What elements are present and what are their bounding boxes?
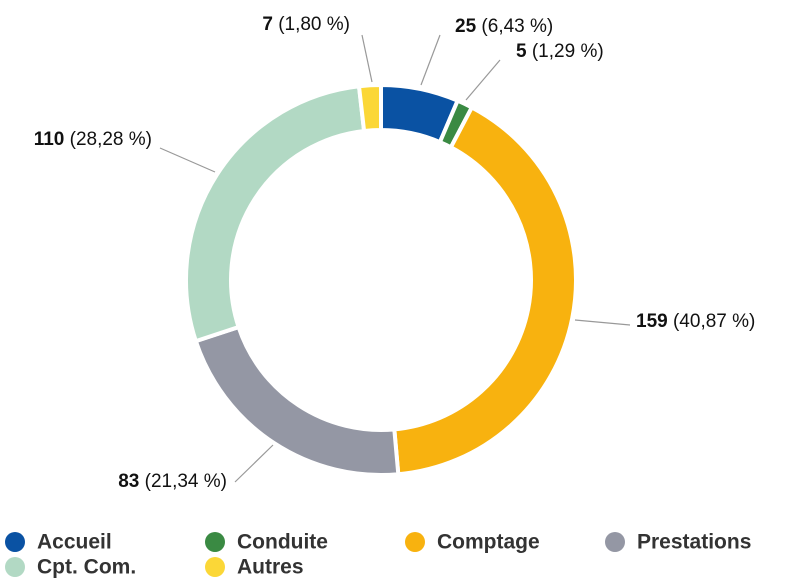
data-label: 7 (1,80 %) bbox=[262, 14, 350, 35]
percent-label: (6,43 %) bbox=[481, 16, 553, 37]
leader-line bbox=[234, 444, 274, 483]
legend-label: Cpt. Com. bbox=[37, 556, 136, 578]
leader-line bbox=[465, 59, 501, 101]
donut-slice bbox=[392, 104, 578, 477]
percent-label: (28,28 %) bbox=[70, 129, 152, 150]
value-label: 5 bbox=[516, 41, 527, 62]
legend-swatch bbox=[605, 532, 625, 552]
donut-slice bbox=[184, 84, 367, 344]
leader-line bbox=[159, 147, 216, 173]
legend-label: Prestations bbox=[637, 531, 751, 554]
donut-slice bbox=[356, 82, 383, 134]
leader-line bbox=[361, 34, 373, 83]
data-label: 159 (40,87 %) bbox=[636, 311, 755, 332]
data-label: 83 (21,34 %) bbox=[118, 471, 227, 492]
data-label: 25 (6,43 %) bbox=[455, 16, 553, 37]
leader-line bbox=[574, 319, 631, 326]
percent-label: (1,80 %) bbox=[278, 14, 350, 35]
donut-slice bbox=[193, 324, 401, 477]
value-label: 159 bbox=[636, 311, 668, 332]
legend-label: Comptage bbox=[437, 531, 540, 554]
data-label: 5 (1,29 %) bbox=[516, 41, 604, 62]
percent-label: (1,29 %) bbox=[532, 41, 604, 62]
legend-swatch bbox=[405, 532, 425, 552]
legend-swatch bbox=[205, 557, 225, 577]
value-label: 110 bbox=[34, 129, 65, 150]
legend-swatch bbox=[5, 557, 25, 577]
legend-label: Accueil bbox=[37, 531, 112, 554]
legend-label: Conduite bbox=[237, 531, 328, 554]
percent-label: (40,87 %) bbox=[673, 311, 755, 332]
legend-swatch bbox=[5, 532, 25, 552]
value-label: 25 bbox=[455, 16, 477, 37]
value-label: 83 bbox=[118, 471, 139, 492]
legend-swatch bbox=[205, 532, 225, 552]
data-label: 110 (28,28 %) bbox=[34, 129, 152, 150]
percent-label: (21,34 %) bbox=[145, 471, 227, 492]
value-label: 7 bbox=[262, 14, 273, 35]
leader-line bbox=[420, 34, 441, 86]
legend-label: Autres bbox=[237, 556, 304, 578]
